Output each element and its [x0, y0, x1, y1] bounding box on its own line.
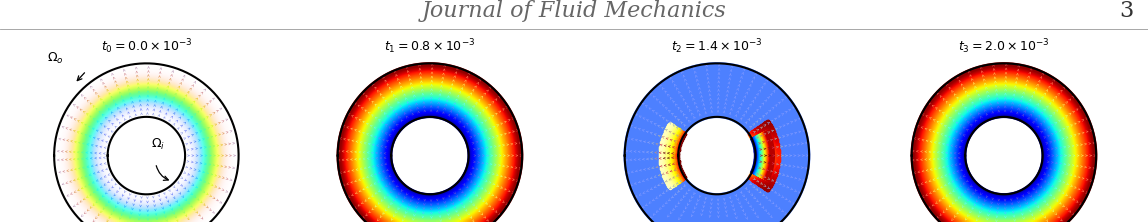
Text: 3: 3: [1119, 0, 1133, 22]
Polygon shape: [912, 63, 1096, 222]
Polygon shape: [54, 63, 239, 222]
Polygon shape: [338, 63, 522, 222]
Text: $t_3 =2.0\times 10^{-3}$: $t_3 =2.0\times 10^{-3}$: [959, 38, 1049, 56]
Text: Journal of Fluid Mechanics: Journal of Fluid Mechanics: [421, 0, 727, 22]
Text: $\Omega_o$: $\Omega_o$: [47, 51, 63, 66]
Polygon shape: [391, 117, 468, 194]
Text: $\Omega_i$: $\Omega_i$: [152, 137, 165, 152]
Polygon shape: [965, 117, 1042, 194]
Text: $t_2 =1.4\times 10^{-3}$: $t_2 =1.4\times 10^{-3}$: [672, 38, 762, 56]
Polygon shape: [625, 63, 809, 222]
Text: $t_0 =0.0\times 10^{-3}$: $t_0 =0.0\times 10^{-3}$: [101, 38, 192, 56]
Polygon shape: [108, 117, 185, 194]
Text: $t_1 =0.8\times 10^{-3}$: $t_1 =0.8\times 10^{-3}$: [385, 38, 475, 56]
Polygon shape: [678, 117, 755, 194]
